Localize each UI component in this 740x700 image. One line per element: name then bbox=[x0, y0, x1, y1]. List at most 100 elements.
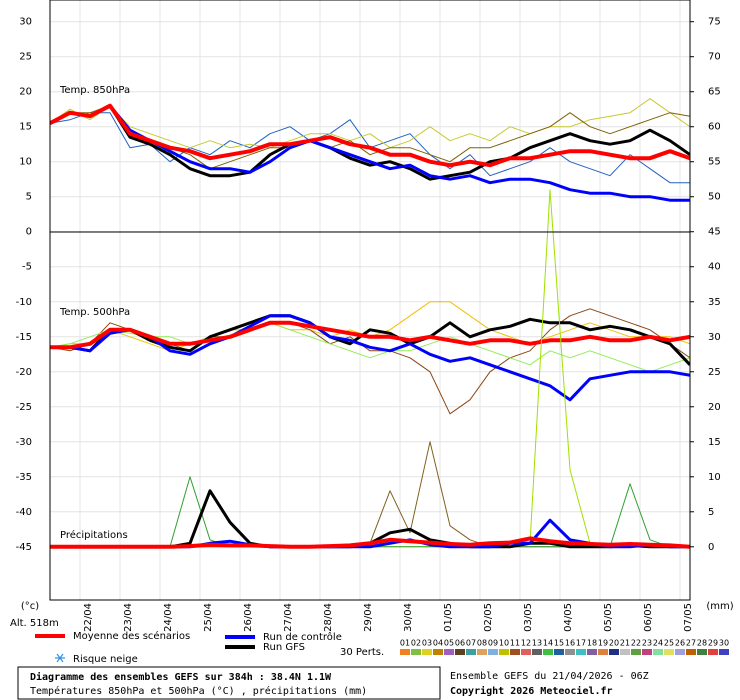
pert-swatch bbox=[532, 649, 542, 655]
pert-swatch bbox=[653, 649, 663, 655]
pert-swatch bbox=[433, 649, 443, 655]
y-tick-label: -10 bbox=[16, 297, 32, 308]
y2-tick-label: 5 bbox=[708, 507, 714, 518]
x-tick-label: 03/05 bbox=[523, 603, 534, 632]
panel-label: Temp. 850hPa bbox=[59, 85, 130, 96]
pert-label: 10 bbox=[499, 639, 509, 648]
pert-swatch bbox=[466, 649, 476, 655]
pert-swatch bbox=[620, 649, 630, 655]
pert-swatch bbox=[697, 649, 707, 655]
y-tick-label: -25 bbox=[16, 402, 32, 413]
pert-label: 28 bbox=[697, 639, 707, 648]
pert-swatch bbox=[554, 649, 564, 655]
x-tick-label: 29/04 bbox=[363, 603, 374, 632]
pert-swatch bbox=[664, 649, 674, 655]
pert-swatch bbox=[686, 649, 696, 655]
series-line bbox=[50, 103, 690, 168]
pert-swatch bbox=[488, 649, 498, 655]
pert-label: 24 bbox=[653, 639, 663, 648]
pert-swatch bbox=[609, 649, 619, 655]
legend-label: Run de contrôle bbox=[263, 631, 342, 643]
pert-label: 30 bbox=[719, 639, 729, 648]
y-tick-label: -40 bbox=[16, 507, 32, 518]
y2-tick-label: 45 bbox=[708, 227, 721, 238]
y2-tick-label: 75 bbox=[708, 17, 721, 28]
y-tick-label: -35 bbox=[16, 472, 32, 483]
y-tick-label: 25 bbox=[19, 52, 32, 63]
pert-label: 13 bbox=[532, 639, 542, 648]
series-line bbox=[50, 104, 690, 181]
run-info: Ensemble GEFS du 21/04/2026 - 06Z bbox=[450, 671, 649, 682]
x-tick-label: 01/05 bbox=[443, 603, 454, 632]
x-tick-label: 27/04 bbox=[283, 603, 294, 632]
pert-swatch bbox=[499, 649, 509, 655]
panel-label: Temp. 500hPa bbox=[59, 307, 130, 318]
pert-label: 21 bbox=[620, 639, 630, 648]
x-tick-label: 26/04 bbox=[243, 603, 254, 632]
pert-label: 22 bbox=[631, 639, 641, 648]
pert-label: 04 bbox=[433, 639, 443, 648]
y-tick-label: 0 bbox=[26, 227, 32, 238]
x-tick-label: 07/05 bbox=[683, 603, 694, 632]
pert-swatch bbox=[642, 649, 652, 655]
panel-label: Précipitations bbox=[60, 529, 128, 541]
pert-swatch bbox=[455, 649, 465, 655]
y-tick-label: -5 bbox=[22, 262, 32, 273]
x-tick-label: 06/05 bbox=[643, 603, 654, 632]
plot-frame bbox=[49, 0, 691, 601]
y2-tick-label: 15 bbox=[708, 437, 721, 448]
y-tick-label: 30 bbox=[19, 17, 32, 28]
pert-label: 27 bbox=[686, 639, 696, 648]
y-tick-label: -15 bbox=[16, 332, 32, 343]
y2-tick-label: 50 bbox=[708, 192, 721, 203]
snow-icon bbox=[55, 653, 65, 663]
x-tick-label: 23/04 bbox=[123, 603, 134, 632]
pert-label: 03 bbox=[422, 639, 432, 648]
pert-label: 06 bbox=[455, 639, 465, 648]
y2-tick-label: 55 bbox=[708, 157, 721, 168]
legend-label: Run GFS bbox=[263, 642, 305, 653]
pert-label: 05 bbox=[444, 639, 454, 648]
y2-unit: (mm) bbox=[706, 601, 733, 612]
pert-label: 01 bbox=[400, 639, 410, 648]
x-tick-label: 30/04 bbox=[403, 603, 414, 632]
pert-label: 19 bbox=[598, 639, 608, 648]
y-tick-label: -20 bbox=[16, 367, 32, 378]
pert-label: 15 bbox=[554, 639, 564, 648]
y-tick-label: -30 bbox=[16, 437, 32, 448]
y2-tick-label: 25 bbox=[708, 367, 721, 378]
legend-label: Moyenne des scénarios bbox=[73, 630, 190, 642]
pert-swatch bbox=[444, 649, 454, 655]
pert-label: 09 bbox=[488, 639, 498, 648]
perts-label: 30 Perts. bbox=[340, 647, 384, 658]
pert-label: 23 bbox=[642, 639, 652, 648]
pert-swatch bbox=[510, 649, 520, 655]
y-tick-label: 10 bbox=[19, 157, 32, 168]
altitude: Alt. 518m bbox=[10, 618, 59, 629]
pert-label: 16 bbox=[565, 639, 575, 648]
series-line bbox=[50, 320, 690, 350]
pert-label: 07 bbox=[466, 639, 476, 648]
y2-tick-label: 70 bbox=[708, 52, 721, 63]
pert-label: 08 bbox=[477, 639, 487, 648]
y-tick-label: 5 bbox=[26, 192, 32, 203]
pert-swatch bbox=[521, 649, 531, 655]
y2-tick-label: 40 bbox=[708, 262, 721, 273]
pert-label: 14 bbox=[543, 639, 553, 648]
pert-label: 11 bbox=[510, 639, 520, 648]
pert-label: 02 bbox=[411, 639, 421, 648]
pert-label: 26 bbox=[675, 639, 685, 648]
x-tick-label: 02/05 bbox=[483, 603, 494, 632]
y-tick-label: 20 bbox=[19, 87, 32, 98]
pert-label: 18 bbox=[587, 639, 597, 648]
pert-swatch bbox=[422, 649, 432, 655]
x-tick-label: 22/04 bbox=[83, 603, 94, 632]
lines bbox=[50, 98, 690, 549]
y-tick-label: -45 bbox=[16, 542, 32, 553]
x-tick-label: 24/04 bbox=[163, 603, 174, 632]
pert-label: 17 bbox=[576, 639, 586, 648]
pert-swatch bbox=[708, 649, 718, 655]
snow-label: Risque neige bbox=[73, 654, 138, 665]
